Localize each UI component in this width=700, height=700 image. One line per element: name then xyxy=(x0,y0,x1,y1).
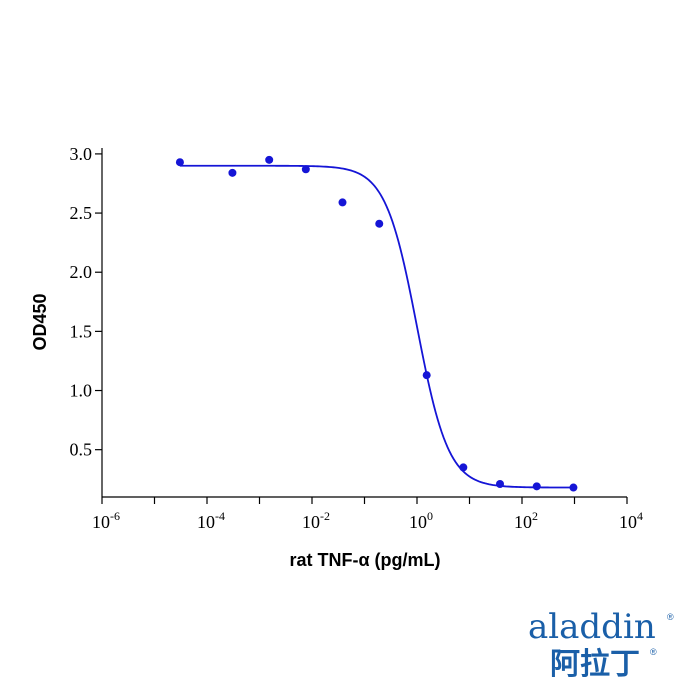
data-points xyxy=(175,155,578,492)
x-tick-base: 10 xyxy=(619,512,637,532)
x-tick-exponent: 2 xyxy=(532,509,538,523)
x-tick-label: 100 xyxy=(409,509,433,532)
x-axis: 10-6 10-4 10-2 100 102 104 xyxy=(92,496,643,532)
x-tick-exponent: 0 xyxy=(427,509,433,523)
y-tick-label: 3.0 xyxy=(70,144,93,164)
y-tick-label: 0.5 xyxy=(70,440,93,460)
x-tick-exponent: -6 xyxy=(110,509,120,523)
fit-curve xyxy=(179,164,574,489)
x-tick-base: 10 xyxy=(409,512,427,532)
x-tick-label: 102 xyxy=(514,509,538,532)
x-axis-title: rat TNF-α (pg/mL) xyxy=(289,550,440,570)
x-tick-label: 10-4 xyxy=(197,509,225,532)
y-tick-label: 2.5 xyxy=(70,203,93,223)
logo-chinese-name: 阿拉丁 xyxy=(550,647,640,682)
aladdin-logo: aladdin ® 阿拉丁 ® xyxy=(528,607,674,682)
x-tick-exponent: 4 xyxy=(637,509,643,523)
x-tick-label: 104 xyxy=(619,509,643,532)
y-axis-title: OD450 xyxy=(30,293,50,350)
x-tick-label: 10-2 xyxy=(302,509,330,532)
data-point xyxy=(338,198,347,207)
data-point xyxy=(532,482,541,491)
data-point xyxy=(422,371,431,380)
logo-wordmark: aladdin xyxy=(528,607,656,647)
data-point xyxy=(228,168,237,177)
data-point xyxy=(495,479,504,488)
y-tick-label: 1.5 xyxy=(70,321,93,341)
logo-registered-mark-cn: ® xyxy=(650,647,657,657)
y-tick-label: 2.0 xyxy=(70,262,93,282)
x-tick-base: 10 xyxy=(302,512,320,532)
x-tick-exponent: -2 xyxy=(320,509,330,523)
logo-registered-mark: ® xyxy=(667,612,674,622)
x-tick-base: 10 xyxy=(197,512,215,532)
y-axis: 0.5 1.0 1.5 2.0 2.5 3.0 xyxy=(70,144,103,497)
data-point xyxy=(459,463,468,472)
data-point xyxy=(569,483,578,492)
y-tick-label: 1.0 xyxy=(70,381,93,401)
data-point xyxy=(175,158,184,167)
x-tick-base: 10 xyxy=(92,512,110,532)
data-point xyxy=(265,155,274,164)
x-tick-exponent: -4 xyxy=(215,509,225,523)
x-tick-label: 10-6 xyxy=(92,509,120,532)
data-point xyxy=(301,165,310,174)
x-tick-base: 10 xyxy=(514,512,532,532)
data-point xyxy=(375,219,384,228)
